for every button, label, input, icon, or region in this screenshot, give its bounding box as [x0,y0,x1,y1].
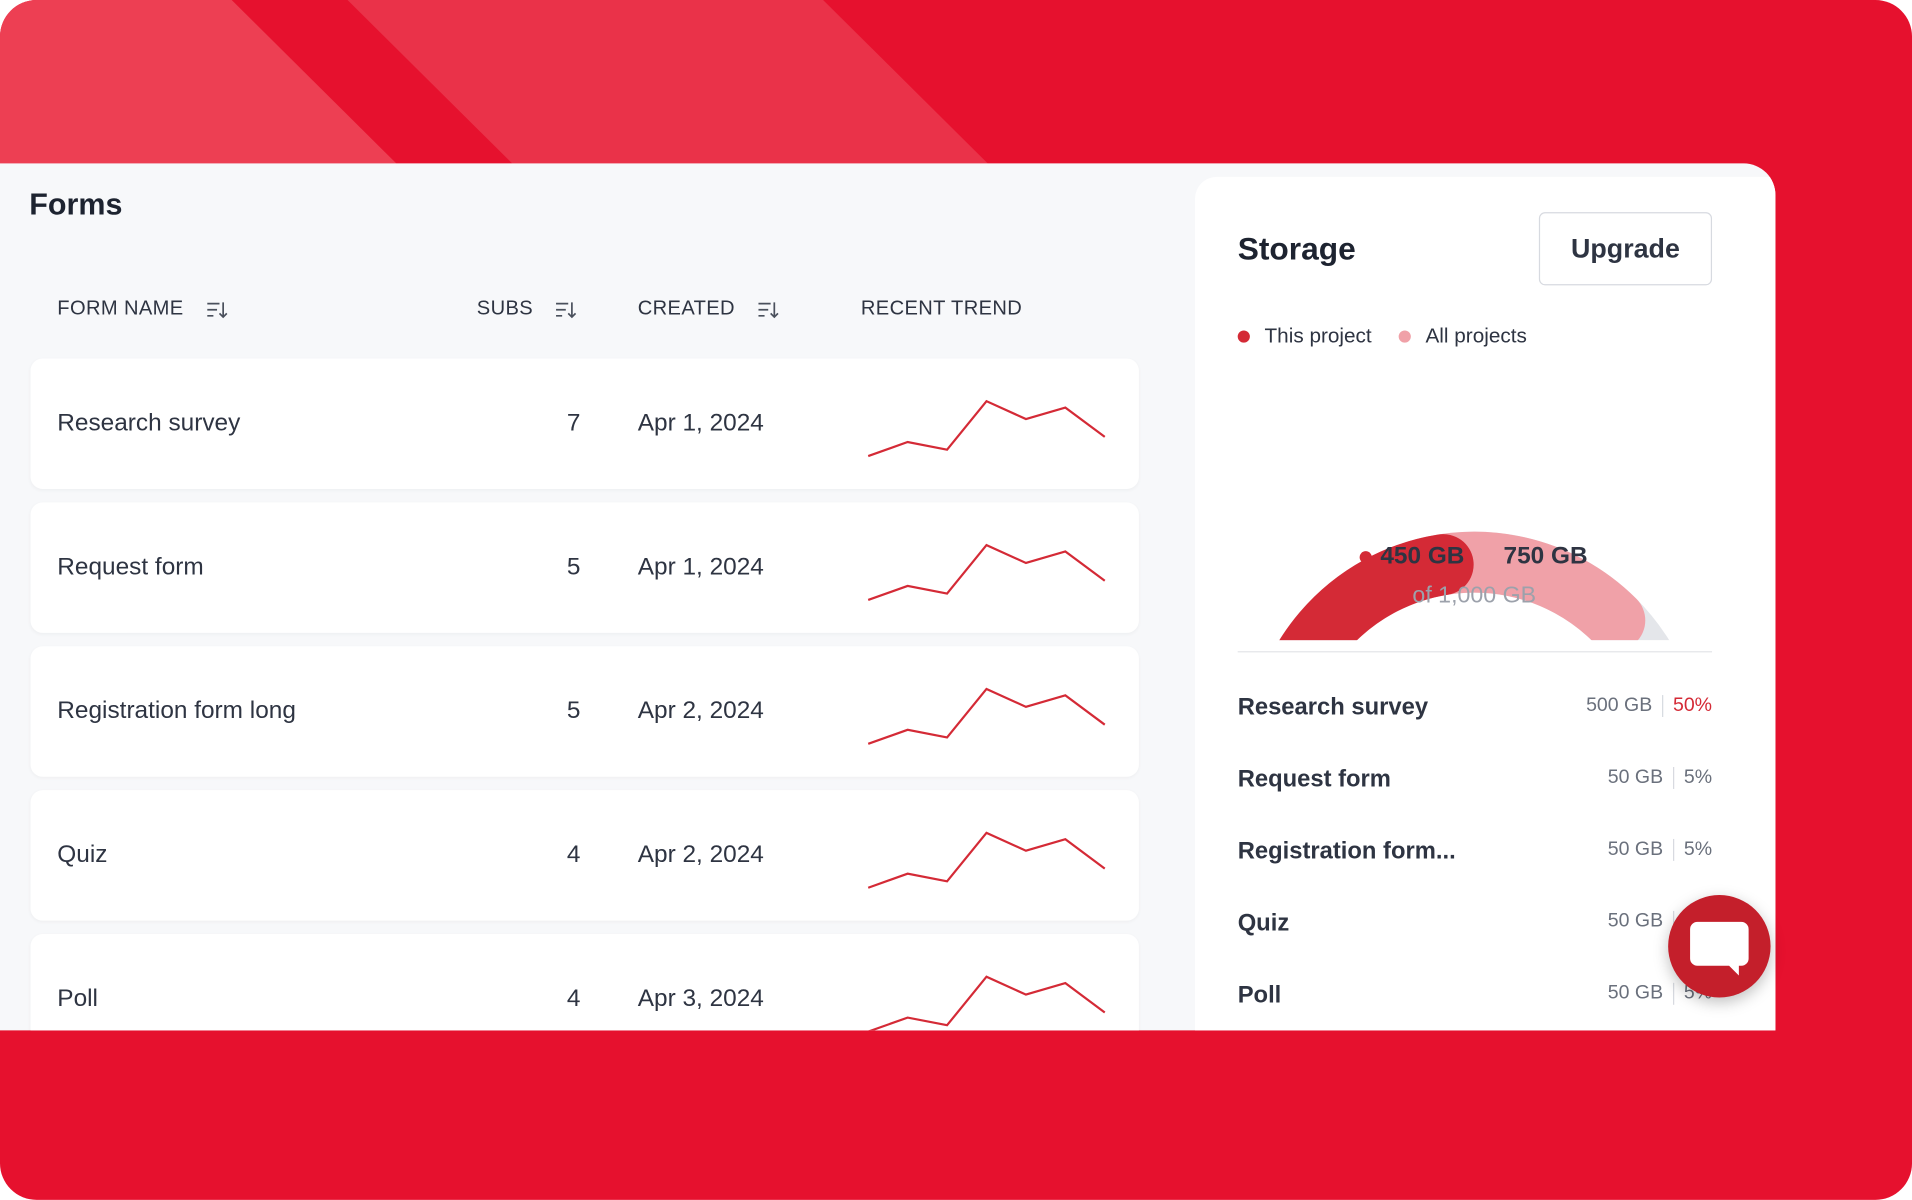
sparkline [867,399,1106,458]
storage-card: Storage Upgrade This project All project… [1195,176,1776,1031]
item-name: Poll [1237,981,1282,1009]
separator [1672,767,1675,789]
header-label: CREATED [637,297,735,320]
table-row: Research survey 7 Apr 1, 2024 [30,358,1139,489]
created-date: Apr 2, 2024 [637,841,764,869]
legend-item: This project [1237,324,1372,348]
item-values: 50 GB 5% [1608,767,1712,789]
chat-icon [1690,921,1749,976]
header-label: RECENT TREND [860,297,1023,320]
item-percent: 5% [1683,767,1713,788]
chat-button[interactable] [1668,895,1771,998]
sparkline [867,831,1106,889]
sort-icon[interactable] [206,299,228,319]
created-date: Apr 1, 2024 [637,409,764,437]
column-header: CREATED [638,298,779,321]
item-size: 50 GB [1607,910,1664,932]
decoration [0,0,988,164]
item-size: 50 GB [1607,982,1664,1004]
trend-line [868,975,1106,1031]
table-row: Registration form long 5 Apr 2, 2024 [30,646,1139,777]
legend-item: All projects [1398,324,1527,348]
form-name: Request form [57,553,204,581]
form-name: Poll [57,985,98,1013]
item-name: Registration form... [1237,837,1456,865]
subs-count: 5 [566,553,581,581]
sparkline [867,543,1106,601]
item-size: 50 GB [1607,838,1664,860]
legend-label: This project [1264,324,1372,348]
gauge-label: 750 GB [1482,542,1588,571]
created-date: Apr 2, 2024 [637,697,764,725]
legend-label: All projects [1425,324,1527,348]
form-name: Registration form long [57,697,296,725]
subs-count: 5 [566,697,581,725]
sort-icon[interactable] [757,299,779,319]
item-name: Quiz [1237,909,1290,937]
table-row: Quiz 4 Apr 2, 2024 [30,790,1139,921]
item-name: Request form [1237,765,1391,793]
header-label: SUBS [476,297,534,320]
divider [1237,651,1713,653]
form-name: Research survey [57,409,241,437]
trend-line [867,543,1106,601]
table-row: Poll 4 Apr 3, 2024 [30,934,1139,1031]
trend-line [867,399,1106,458]
column-header: RECENT TREND [861,298,1022,321]
gauge [1279,531,1670,641]
table-row: Request form 5 Apr 1, 2024 [30,502,1139,633]
item-values: 50 GB 5% [1607,838,1713,861]
gauge-value: 450 GB [1380,542,1465,570]
upgrade-button[interactable]: Upgrade [1538,212,1713,286]
sparkline [868,975,1106,1031]
gauge-value: 750 GB [1503,542,1588,570]
item-percent: 50% [1672,695,1713,716]
created-date: Apr 1, 2024 [637,553,764,581]
item-name: Research survey [1237,693,1429,721]
separator [1662,695,1664,718]
created-date: Apr 3, 2024 [637,985,764,1013]
sort-icon[interactable] [555,299,577,319]
item-values: 500 GB 50% [1586,695,1713,718]
gauge-label: 450 GB [1359,542,1465,571]
form-name: Quiz [57,841,108,869]
card-title: Storage [1237,230,1356,268]
subs-count: 4 [566,985,581,1013]
trend-line [867,831,1106,889]
gauge-arc [1279,534,1474,641]
item-size: 500 GB [1586,695,1653,716]
subs-count: 4 [566,841,581,869]
gauge-total: of 1,000 GB [1412,582,1537,609]
subs-count: 7 [566,409,581,437]
separator [1672,838,1675,861]
column-header: FORM NAME [57,298,227,321]
section-title: Forms [29,187,123,222]
separator [1672,982,1675,1005]
item-size: 50 GB [1607,767,1664,788]
trend-line [867,687,1106,745]
column-header: SUBS [477,298,577,321]
item-percent: 5% [1683,838,1713,860]
header-label: FORM NAME [57,297,184,320]
sparkline [867,687,1106,745]
forms-panel: Forms Research survey 7 Apr 1, 2024 Request… [0,163,1776,1031]
